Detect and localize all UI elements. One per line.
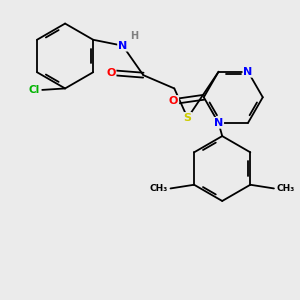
Text: CH₃: CH₃	[149, 184, 168, 193]
Text: O: O	[169, 96, 178, 106]
Text: Cl: Cl	[28, 85, 40, 95]
Text: O: O	[106, 68, 116, 78]
Text: H: H	[130, 31, 139, 41]
Text: N: N	[243, 67, 253, 77]
Text: S: S	[184, 113, 192, 123]
Text: N: N	[118, 41, 127, 51]
Text: CH₃: CH₃	[277, 184, 295, 193]
Text: N: N	[214, 118, 223, 128]
